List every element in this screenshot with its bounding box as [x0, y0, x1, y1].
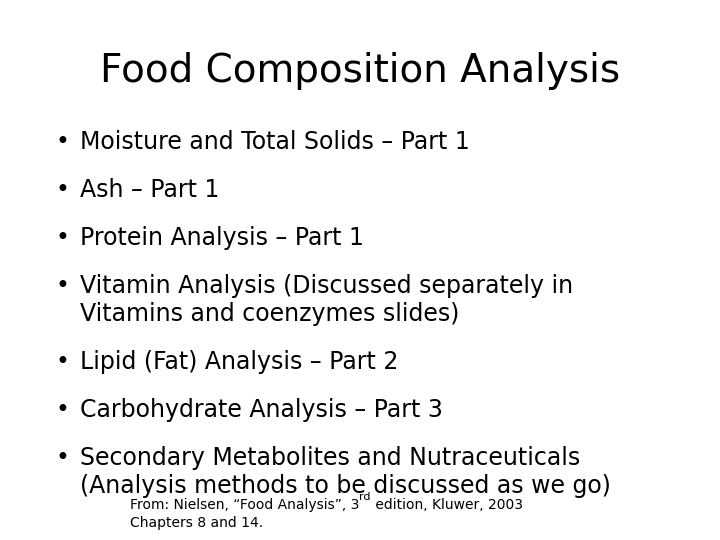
Text: Moisture and Total Solids – Part 1: Moisture and Total Solids – Part 1	[80, 130, 469, 154]
Text: edition, Kluwer, 2003: edition, Kluwer, 2003	[371, 498, 523, 512]
Text: Secondary Metabolites and Nutraceuticals: Secondary Metabolites and Nutraceuticals	[80, 446, 580, 470]
Text: Lipid (Fat) Analysis – Part 2: Lipid (Fat) Analysis – Part 2	[80, 350, 398, 374]
Text: Vitamins and coenzymes slides): Vitamins and coenzymes slides)	[80, 302, 459, 326]
Text: •: •	[55, 226, 69, 250]
Text: •: •	[55, 178, 69, 202]
Text: rd: rd	[359, 491, 371, 502]
Text: •: •	[55, 446, 69, 470]
Text: (Analysis methods to be discussed as we go): (Analysis methods to be discussed as we …	[80, 474, 611, 498]
Text: •: •	[55, 350, 69, 374]
Text: Chapters 8 and 14.: Chapters 8 and 14.	[130, 516, 263, 530]
Text: Ash – Part 1: Ash – Part 1	[80, 178, 220, 202]
Text: •: •	[55, 398, 69, 422]
Text: Carbohydrate Analysis – Part 3: Carbohydrate Analysis – Part 3	[80, 398, 443, 422]
Text: Protein Analysis – Part 1: Protein Analysis – Part 1	[80, 226, 364, 250]
Text: Food Composition Analysis: Food Composition Analysis	[100, 52, 620, 90]
Text: •: •	[55, 274, 69, 298]
Text: Vitamin Analysis (Discussed separately in: Vitamin Analysis (Discussed separately i…	[80, 274, 573, 298]
Text: •: •	[55, 130, 69, 154]
Text: From: Nielsen, “Food Analysis”, 3: From: Nielsen, “Food Analysis”, 3	[130, 498, 359, 512]
